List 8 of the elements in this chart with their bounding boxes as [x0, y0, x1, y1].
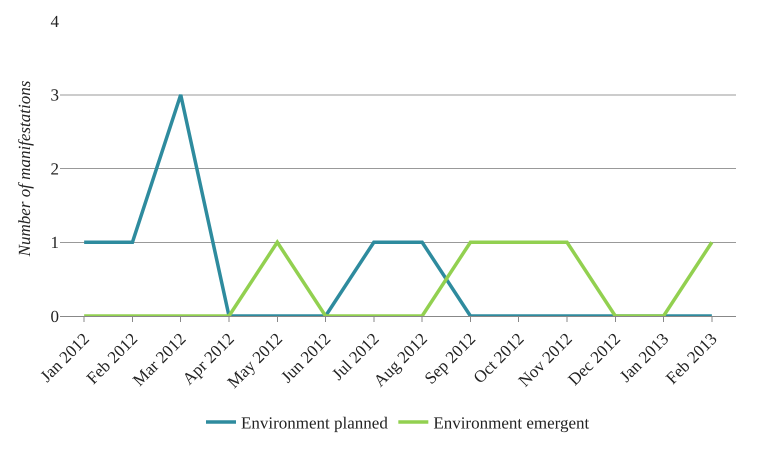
y-axis-title: Number of manifestations [15, 80, 34, 258]
y-tick-label: 0 [50, 306, 59, 326]
y-tick-label: 3 [50, 86, 59, 105]
y-tick-label: 4 [50, 12, 60, 31]
legend-label: Environment planned [241, 414, 388, 433]
legend-label: Environment emergent [433, 414, 590, 433]
y-tick-label: 2 [50, 159, 59, 178]
y-tick-label: 1 [50, 233, 59, 252]
